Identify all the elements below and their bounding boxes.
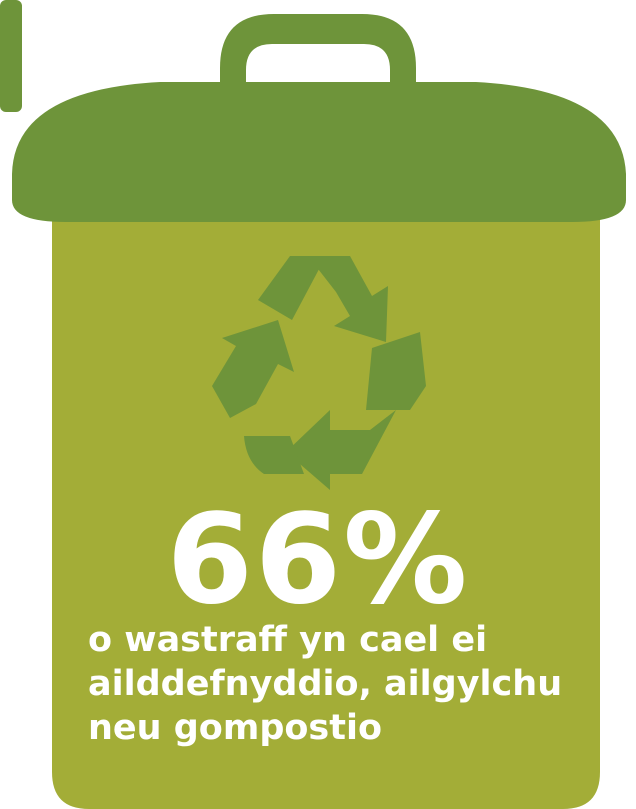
edge-fragment (0, 0, 22, 112)
bin-body (52, 205, 600, 809)
caption-line-1: o wastraff yn cael ei (88, 620, 488, 660)
bin-lid (12, 82, 626, 222)
caption-line-3: neu gompostio (88, 708, 383, 748)
stat-value: 66% (166, 488, 470, 632)
stat-caption: o wastraff yn cael ei ailddefnyddio, ail… (88, 618, 608, 750)
lid-handle (220, 14, 416, 96)
recycle-icon (212, 256, 426, 490)
caption-line-2: ailddefnyddio, ailgylchu (88, 664, 563, 704)
